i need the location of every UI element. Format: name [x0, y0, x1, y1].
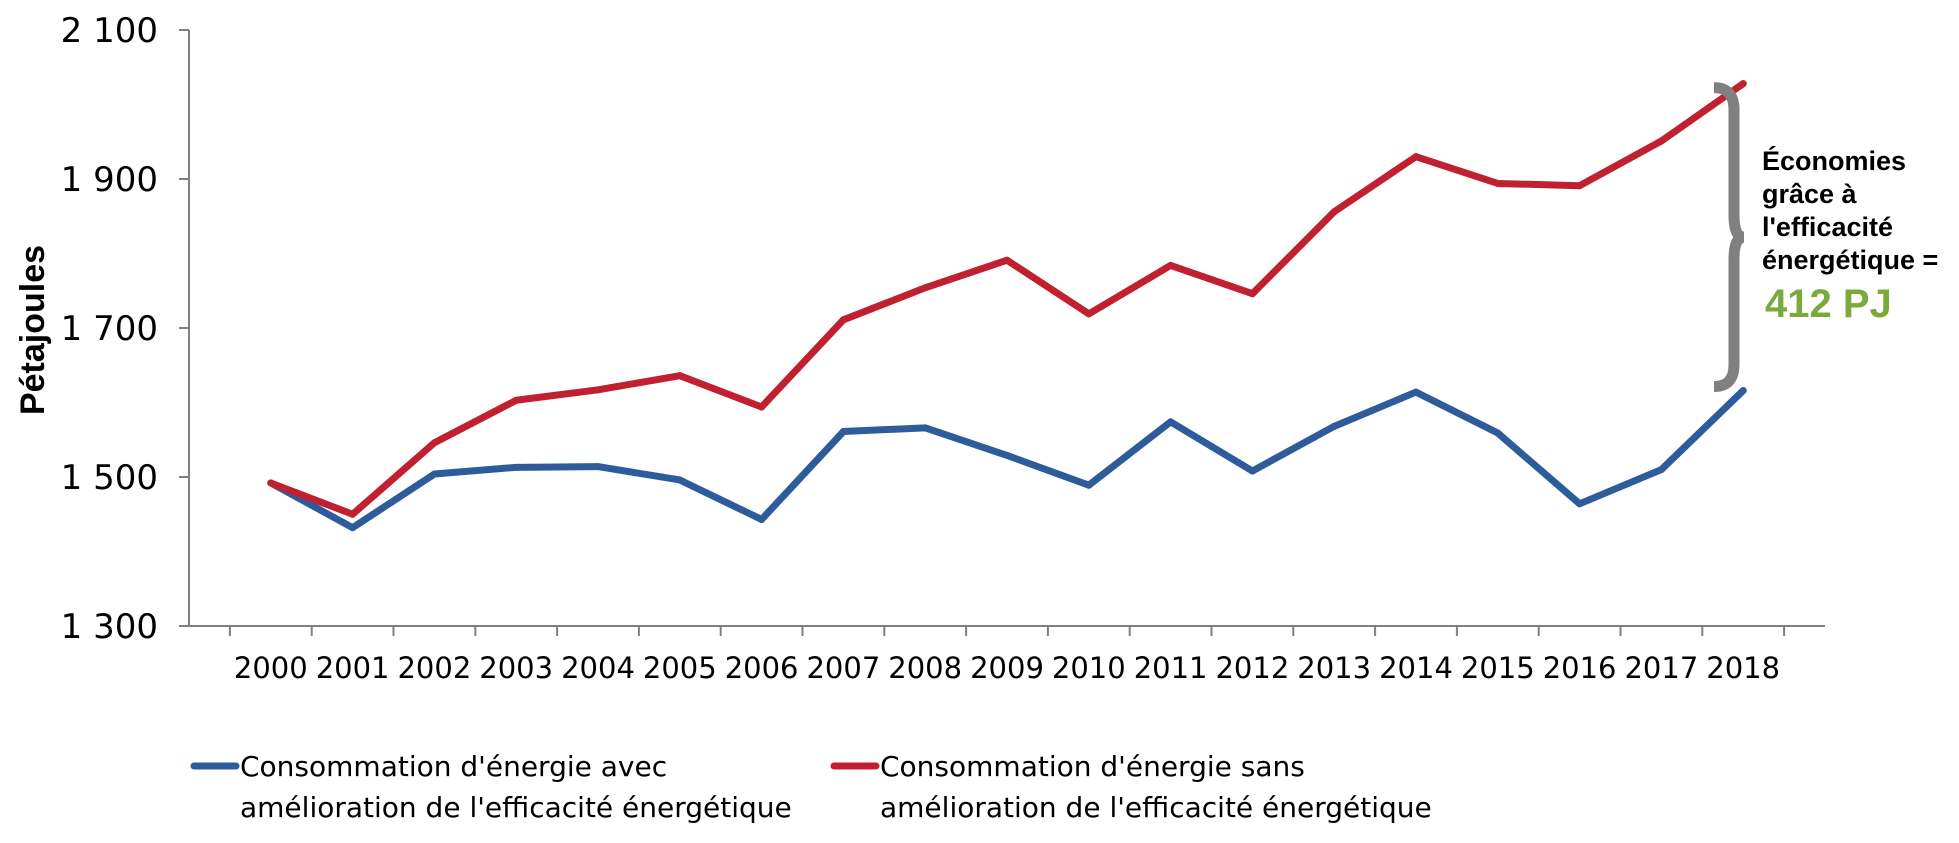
- annotation-text-line: énergétique =: [1762, 245, 1938, 275]
- data-point: [512, 396, 520, 404]
- savings-annotation: Économies grâce à l'efficacité énergétiq…: [1713, 82, 1938, 393]
- x-tick-label: 2011: [1134, 651, 1208, 685]
- x-tick-label: 2006: [725, 651, 799, 685]
- x-tick-label: 2001: [316, 651, 390, 685]
- data-point: [512, 463, 520, 471]
- data-point: [1739, 387, 1747, 395]
- data-point: [921, 284, 929, 292]
- data-point: [1003, 256, 1011, 264]
- x-tick-label: 2003: [479, 651, 553, 685]
- annotation-value: 412 PJ: [1765, 282, 1892, 326]
- y-tick-label: 2 100: [61, 11, 158, 51]
- x-tick-label: 2007: [806, 651, 880, 685]
- data-point: [594, 386, 602, 394]
- data-point: [267, 479, 275, 487]
- data-point: [1494, 429, 1502, 437]
- data-point: [1248, 290, 1256, 298]
- x-tick-label: 2016: [1543, 651, 1617, 685]
- x-tick-label: 2002: [397, 651, 471, 685]
- data-point: [1412, 388, 1420, 396]
- data-point: [1085, 310, 1093, 318]
- legend: Consommation d'énergie avec amélioration…: [190, 750, 1432, 824]
- data-point: [1330, 422, 1338, 430]
- x-tick-label: 2000: [234, 651, 308, 685]
- annotation-text-line: Économies: [1762, 145, 1906, 176]
- x-ticks: 2000 2001 2002 2003 2004 2005 2006 2007 2008 2009…: [228, 626, 1786, 685]
- x-tick-label: 2013: [1297, 651, 1371, 685]
- data-point: [1657, 466, 1665, 474]
- legend-item: Consommation d'énergie avec amélioration…: [190, 750, 792, 824]
- annotation-text-line: l'efficacité: [1762, 212, 1893, 242]
- data-point: [758, 403, 766, 411]
- data-point: [1657, 137, 1665, 145]
- data-point: [1248, 467, 1256, 475]
- data-point: [1576, 500, 1584, 508]
- annotation-text-line: grâce à: [1762, 179, 1858, 209]
- legend-label-line: amélioration de l'efficacité énergétique: [880, 791, 1432, 824]
- legend-item: Consommation d'énergie sans amélioration…: [830, 750, 1432, 824]
- x-tick-label: 2012: [1215, 651, 1289, 685]
- data-point: [1085, 481, 1093, 489]
- y-axis-title: Pétajoules: [14, 245, 52, 415]
- x-tick-label: 2018: [1706, 651, 1780, 685]
- data-point: [758, 515, 766, 523]
- data-point: [1167, 261, 1175, 269]
- data-point: [430, 439, 438, 447]
- series-layer: [267, 80, 1747, 532]
- data-point: [349, 524, 357, 532]
- y-ticks: 1 300 1 500 1 700 1 900 2 100: [61, 11, 189, 647]
- data-point: [1330, 208, 1338, 216]
- data-point: [1494, 179, 1502, 187]
- data-point: [676, 372, 684, 380]
- data-point: [921, 424, 929, 432]
- x-tick-label: 2015: [1461, 651, 1535, 685]
- savings-brace: [1713, 82, 1745, 393]
- legend-label-line: Consommation d'énergie avec: [240, 750, 667, 783]
- x-tick-label: 2004: [561, 651, 635, 685]
- data-point: [1412, 153, 1420, 161]
- series-0: [267, 387, 1747, 532]
- x-tick-label: 2009: [970, 651, 1044, 685]
- data-point: [839, 316, 847, 324]
- x-tick-label: 2017: [1624, 651, 1698, 685]
- data-point: [1167, 418, 1175, 426]
- y-tick-label: 1 700: [61, 309, 158, 349]
- legend-label-line: Consommation d'énergie sans: [880, 750, 1305, 783]
- x-tick-label: 2005: [643, 651, 717, 685]
- series-1: [267, 80, 1747, 518]
- legend-label-line: amélioration de l'efficacité énergétique: [240, 791, 792, 824]
- data-point: [839, 428, 847, 436]
- data-point: [430, 470, 438, 478]
- x-tick-label: 2010: [1052, 651, 1126, 685]
- y-tick-label: 1 500: [61, 458, 158, 498]
- data-point: [594, 463, 602, 471]
- x-tick-label: 2014: [1379, 651, 1453, 685]
- y-tick-label: 1 900: [61, 160, 158, 200]
- y-tick-label: 1 300: [61, 607, 158, 647]
- data-point: [1003, 451, 1011, 459]
- x-tick-label: 2008: [888, 651, 962, 685]
- data-point: [1576, 182, 1584, 190]
- data-point: [676, 476, 684, 484]
- data-point: [1739, 80, 1747, 88]
- data-point: [349, 510, 357, 518]
- axes: [188, 30, 1825, 627]
